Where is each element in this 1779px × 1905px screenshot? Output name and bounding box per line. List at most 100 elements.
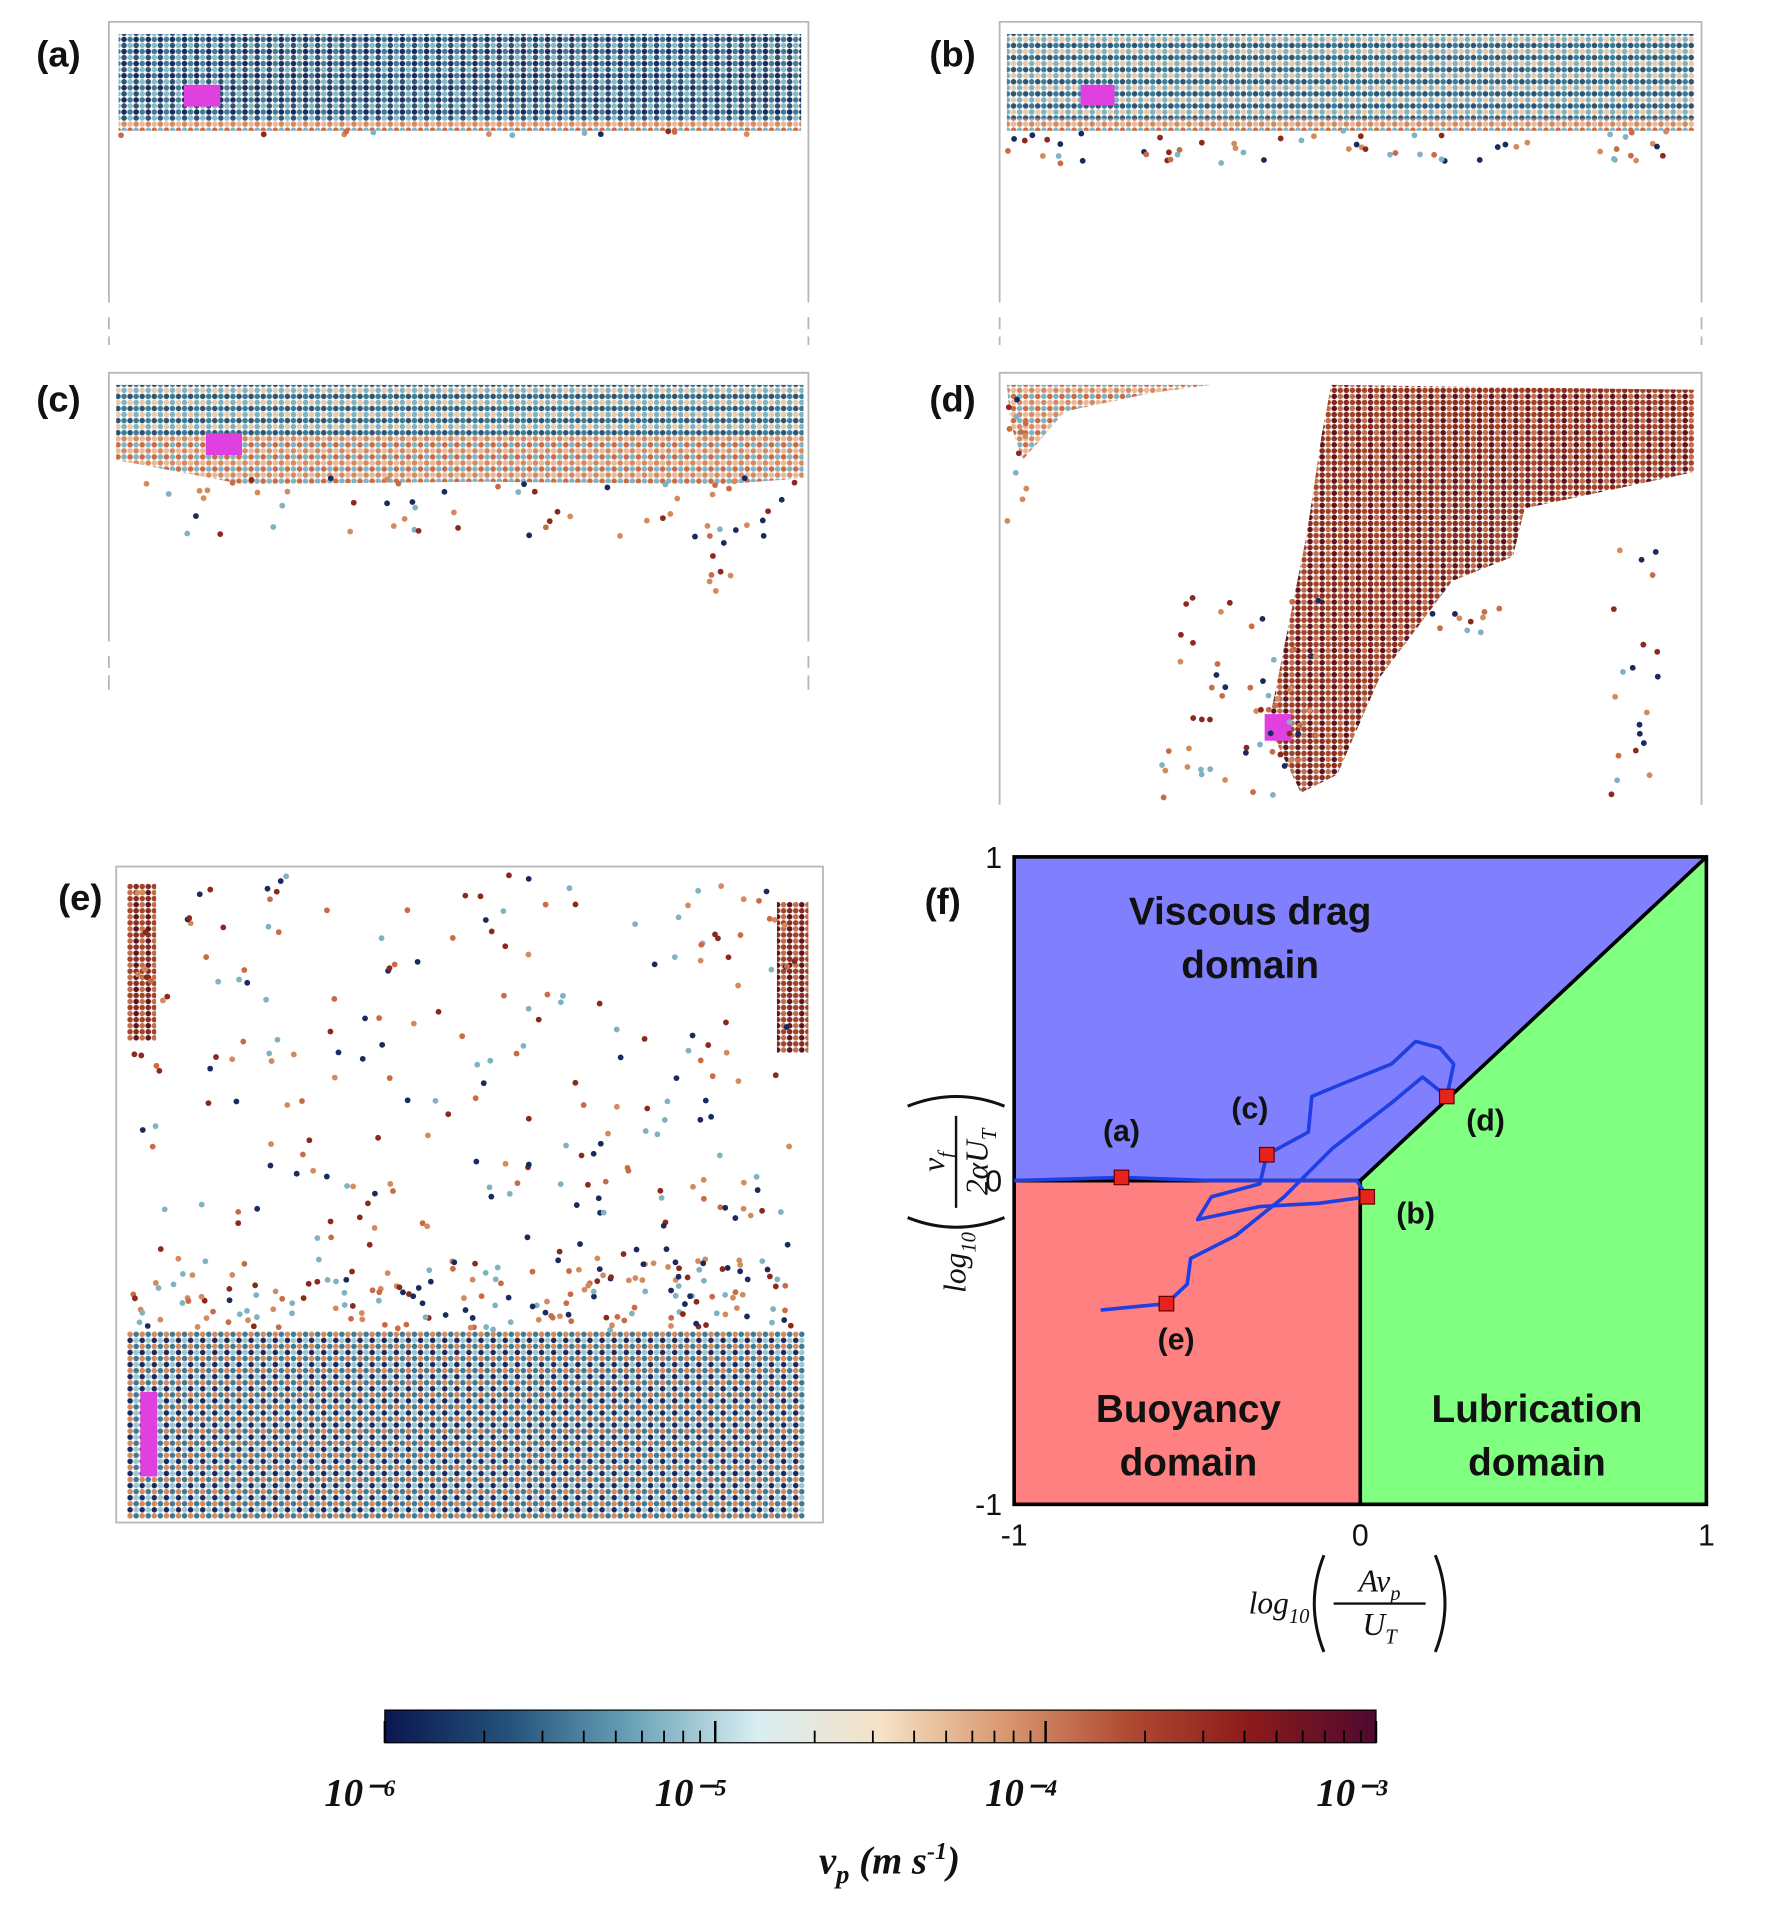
particle: [422, 1314, 429, 1321]
particle: [1613, 146, 1620, 152]
particle: [679, 1311, 686, 1317]
particle: [786, 1143, 793, 1150]
particle: [229, 1056, 236, 1063]
particle: [690, 1183, 696, 1190]
particle: [1013, 413, 1020, 420]
particle: [469, 1315, 476, 1321]
particle: [590, 1288, 597, 1295]
colorbar-title: vp (m s-1): [819, 1838, 960, 1889]
particle: [1597, 148, 1604, 155]
point-label: (b): [1396, 1197, 1435, 1230]
particle: [391, 961, 398, 968]
particle: [1014, 396, 1020, 403]
particle: [659, 515, 666, 522]
particle: [1257, 741, 1263, 748]
particle: [563, 1142, 569, 1149]
particle: [1198, 716, 1205, 723]
panel-frame: [998, 371, 1703, 805]
particle: [213, 1054, 219, 1060]
domain-region: [1014, 856, 1707, 1181]
panel-label: (f): [925, 881, 961, 922]
particle: [1165, 748, 1172, 755]
particle: [581, 130, 588, 136]
particle: [225, 1319, 232, 1326]
particle: [515, 489, 522, 496]
particle: [161, 1206, 168, 1213]
particle: [560, 992, 566, 999]
particle: [156, 1067, 163, 1074]
particle: [1272, 702, 1279, 709]
panel-frame: [108, 371, 810, 690]
particle: [1242, 749, 1249, 756]
particle: [1477, 629, 1484, 636]
particle: [715, 935, 721, 942]
particle: [685, 902, 691, 909]
particle: [723, 1049, 730, 1056]
particle: [604, 484, 611, 491]
y-tick-label: 1: [985, 842, 1002, 875]
title-part: (m s: [859, 1839, 927, 1882]
particle: [625, 1277, 632, 1284]
particle: [482, 1269, 489, 1276]
particle: [1287, 757, 1294, 764]
particle: [455, 524, 461, 531]
particle: [1039, 153, 1046, 159]
particle: [701, 1277, 707, 1284]
particle: [343, 128, 350, 135]
particle: [613, 1026, 620, 1033]
particle: [662, 481, 669, 488]
particle: [676, 1265, 682, 1272]
colorbar-tick-label: 10⁻⁴: [985, 1772, 1058, 1815]
particle: [386, 965, 393, 972]
particle: [432, 1097, 439, 1104]
particle: [487, 1057, 494, 1064]
particle: [384, 1270, 391, 1277]
particle: [356, 1214, 363, 1221]
particle: [358, 1310, 365, 1316]
particle: [477, 893, 484, 900]
particle: [473, 1158, 480, 1165]
particle-bed: [116, 435, 804, 485]
particle: [341, 1302, 348, 1308]
particle: [753, 1173, 760, 1180]
particle: [739, 1291, 746, 1298]
particle: [226, 1297, 233, 1304]
particle: [189, 1272, 196, 1279]
particle: [1286, 730, 1293, 737]
panel-frame: [115, 865, 824, 1524]
particle: [323, 1173, 330, 1180]
label-func: log10: [1249, 1585, 1310, 1628]
particle: [1315, 597, 1322, 604]
particle: [668, 1323, 674, 1329]
particle: [591, 1293, 597, 1300]
particle: [730, 1294, 736, 1301]
particle: [744, 1276, 751, 1283]
particle: [759, 517, 766, 524]
label-part: v: [916, 1158, 951, 1172]
particle: [265, 923, 272, 930]
particle: [702, 1097, 709, 1104]
particle: [490, 1326, 496, 1333]
particle: [198, 1201, 205, 1208]
particle: [498, 1280, 504, 1287]
particle: [185, 1298, 192, 1304]
particle: [501, 992, 507, 999]
paren: [1312, 1554, 1326, 1653]
particle: [1021, 137, 1028, 144]
particle: [777, 1209, 784, 1215]
particle: [349, 1303, 356, 1309]
label-denominator: UT: [1363, 1607, 1399, 1648]
particle: [268, 1058, 275, 1064]
particle: [1265, 692, 1272, 699]
particle: [1055, 153, 1062, 159]
x-tick-label: -1: [1001, 1520, 1028, 1553]
particle: [1261, 157, 1267, 163]
particle: [740, 896, 747, 903]
particle: [632, 1275, 639, 1281]
particle: [1259, 615, 1266, 622]
tracer: [183, 84, 221, 107]
point-label: (c): [1231, 1092, 1268, 1125]
particle: [597, 1140, 604, 1147]
particle: [763, 888, 770, 895]
particle: [1392, 150, 1399, 156]
